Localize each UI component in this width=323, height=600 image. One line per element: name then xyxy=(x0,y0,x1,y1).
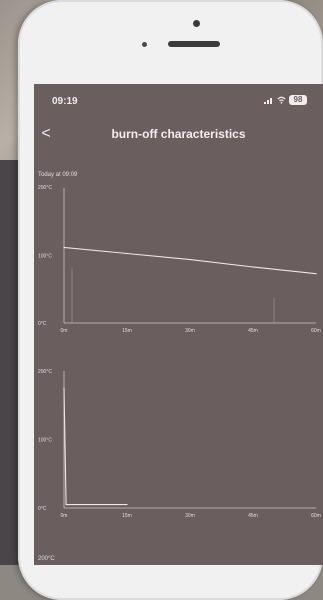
back-button[interactable]: < xyxy=(41,125,51,142)
chart-2-x-tick-label: 45m xyxy=(248,513,258,519)
chart-2-series-line xyxy=(63,388,127,506)
sensor-dot xyxy=(142,42,147,47)
navigation-bar: < burn-off characteristics xyxy=(34,120,323,148)
battery-icon: 98 xyxy=(289,95,307,105)
status-icons: 98 xyxy=(264,95,307,105)
chart-subtitle: Today at 09:09 xyxy=(38,172,78,178)
chart-2-x-tick-label: 15m xyxy=(122,513,132,519)
chart-3-y-max-label: 200°C xyxy=(38,556,55,562)
app-screen: 09:19 98 < burn-off characteristics Toda… xyxy=(34,84,323,565)
chart-1-data-point xyxy=(63,246,65,248)
chart-1-data-point xyxy=(315,273,317,275)
earpiece-speaker xyxy=(168,41,220,47)
status-bar: 09:19 98 xyxy=(34,84,323,120)
chart-1-x-tick-label: 0m xyxy=(61,328,68,334)
chart-1-y-tick-label: 100°C xyxy=(38,254,52,260)
chart-1-series-line xyxy=(63,246,317,275)
chart-2-data-point xyxy=(126,503,128,506)
chart-2-y-tick-label: 100°C xyxy=(38,438,52,444)
chart-1-data-point xyxy=(126,252,128,255)
front-camera-icon xyxy=(193,20,200,27)
chart-2-x-tick-label: 30m xyxy=(185,513,195,519)
chart-1-x-tick-label: 15m xyxy=(122,328,132,334)
status-time: 09:19 xyxy=(52,96,78,107)
chart-2-x-tick-label: 0m xyxy=(61,513,68,519)
chart-1-data-point xyxy=(189,258,191,261)
chart-2-y-tick-label: 200°C xyxy=(38,369,52,375)
chart-2-data-point xyxy=(65,503,67,506)
chart-2-x-tick-label: 60m xyxy=(311,513,321,519)
chart-2-data-point xyxy=(63,387,65,389)
chart-1-x-tick-label: 60m xyxy=(311,328,321,334)
chart-1-x-tick-label: 45m xyxy=(248,328,258,334)
page-title: burn-off characteristics xyxy=(111,127,246,141)
temperature-charts: 200°C 100°C 0°C 0m 15m 30m 45m 60m 200°C 100°C 0°C… xyxy=(38,185,321,519)
chart-1-data-point xyxy=(252,266,254,268)
chart-1-x-tick-label: 30m xyxy=(185,328,195,334)
chart-1-y-tick-label: 200°C xyxy=(38,185,52,191)
cellular-signal-icon xyxy=(264,98,272,104)
chart-2-y-tick-label: 0°C xyxy=(38,506,47,512)
chart-1-y-tick-label: 0°C xyxy=(38,321,47,327)
chart-2-data-point xyxy=(67,503,69,506)
wifi-icon xyxy=(277,96,286,104)
